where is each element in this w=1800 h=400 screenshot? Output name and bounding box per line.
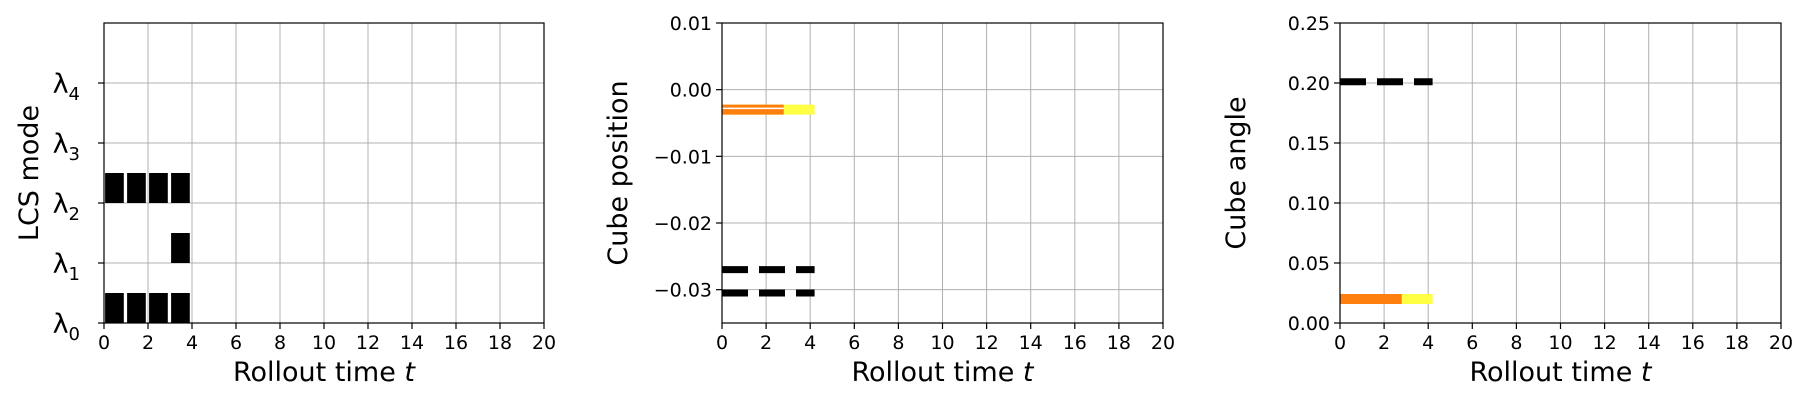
y-tick-label: −0.01 (654, 146, 712, 168)
x-tick-label: 2 (142, 332, 154, 354)
y-axis-title: Cube position (603, 80, 634, 265)
x-axis-title-variable: t (1023, 357, 1035, 388)
x-tick-label: 0 (1334, 332, 1346, 354)
x-tick-label: 12 (356, 332, 380, 354)
y-tick-label: 0.05 (1288, 253, 1330, 275)
x-tick-label: 12 (1593, 332, 1617, 354)
x-axis-title: Rollout time t (851, 357, 1034, 388)
y-tick-label: 0.20 (1288, 73, 1330, 95)
mode-active-cell (171, 293, 190, 323)
y-tick-label: λ1 (53, 249, 80, 285)
mode-active-cell (127, 173, 146, 203)
y-tick-subscript: 0 (69, 324, 80, 345)
x-tick-label: 16 (1063, 332, 1087, 354)
x-tick-label: 20 (532, 332, 556, 354)
x-tick-label: 0 (98, 332, 110, 354)
x-tick-label: 2 (1378, 332, 1390, 354)
x-tick-label: 14 (400, 332, 424, 354)
y-axis-title: LCS mode (14, 105, 45, 241)
x-tick-label: 6 (848, 332, 860, 354)
x-tick-label: 8 (1510, 332, 1522, 354)
x-axis-title: Rollout time t (1469, 357, 1652, 388)
y-tick-subscript: 3 (69, 144, 80, 165)
x-tick-label: 20 (1151, 332, 1175, 354)
chart-panel-3: 0 2 4 6 8 10 12 14 16 18 20 0.00 0.05 0.10 0.15 0.20 0.2… (1221, 13, 1793, 388)
x-tick-label: 18 (1725, 332, 1749, 354)
x-tick-label: 14 (1637, 332, 1661, 354)
mode-active-cell (127, 293, 146, 323)
y-tick-label: −0.03 (654, 280, 712, 302)
y-tick-label: λ4 (53, 69, 80, 105)
y-tick-subscript: 4 (69, 84, 80, 105)
mode-active-cell (105, 293, 124, 323)
x-axis-title-variable: t (1641, 357, 1653, 388)
x-tick-label: 16 (1681, 332, 1705, 354)
x-tick-label: 8 (892, 332, 904, 354)
x-tick-label: 16 (444, 332, 468, 354)
y-tick-label: 0.00 (670, 80, 712, 102)
mode-active-cell (105, 173, 124, 203)
y-tick-label: λ0 (53, 309, 80, 345)
x-tick-label: 4 (1422, 332, 1434, 354)
y-tick-label: λ2 (53, 189, 80, 225)
x-tick-label: 6 (230, 332, 242, 354)
x-tick-label: 8 (274, 332, 286, 354)
y-axis-title: Cube angle (1221, 96, 1252, 249)
x-tick-label: 18 (488, 332, 512, 354)
y-tick-label: −0.02 (654, 213, 712, 235)
y-tick-subscript: 1 (69, 264, 80, 285)
mode-active-cell (149, 293, 168, 323)
x-tick-label: 10 (1548, 332, 1572, 354)
mode-active-cell (171, 173, 190, 203)
y-tick-label: 0.25 (1288, 13, 1330, 35)
x-tick-label: 10 (930, 332, 954, 354)
x-tick-label: 2 (760, 332, 772, 354)
y-tick-label: 0.10 (1288, 193, 1330, 215)
x-tick-label: 18 (1107, 332, 1131, 354)
x-axis-title: Rollout time t (233, 357, 416, 388)
x-tick-label: 6 (1466, 332, 1478, 354)
x-tick-label: 0 (716, 332, 728, 354)
y-tick-subscript: 2 (69, 204, 80, 225)
x-axis-title-variable: t (404, 357, 416, 388)
x-tick-label: 4 (804, 332, 816, 354)
mode-active-cell (149, 173, 168, 203)
y-tick-label: 0.01 (670, 13, 712, 35)
x-tick-label: 20 (1769, 332, 1793, 354)
mode-active-cell (171, 233, 190, 263)
chart-panel-2: 0 2 4 6 8 10 12 14 16 18 20 −0.03 −0.02 −0.01 0.00 0.01… (603, 13, 1175, 388)
x-tick-label: 14 (1019, 332, 1043, 354)
x-tick-label: 10 (312, 332, 336, 354)
x-tick-label: 4 (186, 332, 198, 354)
y-tick-label: 0.15 (1288, 133, 1330, 155)
y-tick-label: λ3 (53, 129, 80, 165)
y-tick-label: 0.00 (1288, 313, 1330, 335)
x-tick-label: 12 (975, 332, 999, 354)
